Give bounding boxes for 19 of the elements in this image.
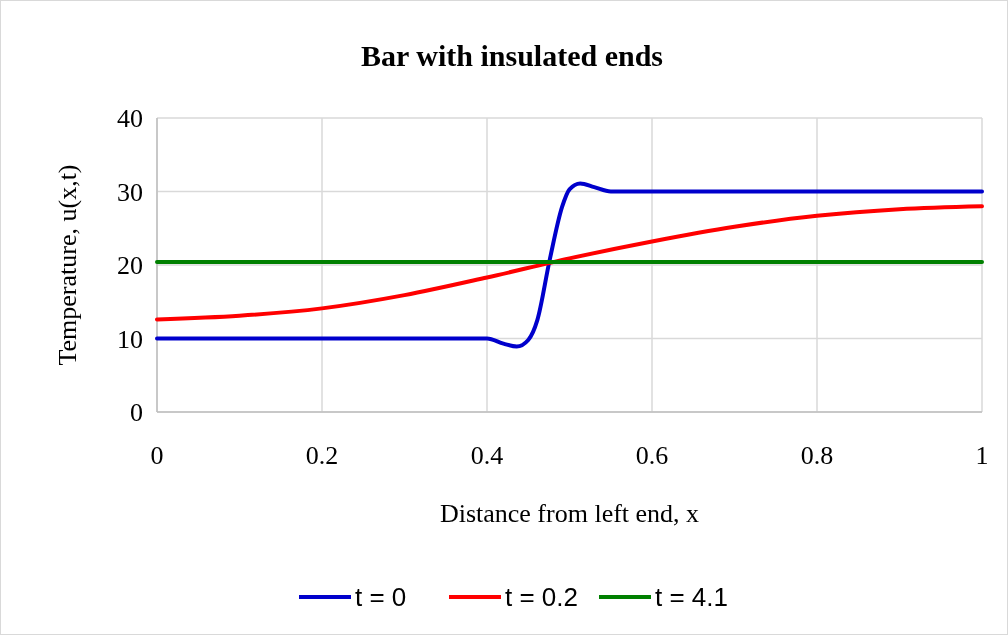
y-tick-label: 40: [117, 104, 143, 133]
x-tick-label: 0: [150, 441, 164, 470]
legend-label: t = 0: [355, 582, 407, 612]
line-series: [155, 181, 984, 349]
chart-title: Bar with insulated ends: [360, 39, 664, 72]
y-tick-label: 10: [117, 324, 143, 354]
y-tick-label: 30: [117, 177, 143, 207]
y-axis-title: Temperature, u(x,t): [53, 164, 82, 366]
x-tick-label: 0.2: [305, 441, 339, 470]
x-tick-label: 0.8: [800, 441, 834, 470]
y-tick-label: 20: [117, 251, 143, 280]
y-tick-label: 0: [130, 398, 143, 427]
x-tick-label: 0.6: [635, 441, 669, 470]
legend-label: t = 0.2: [505, 582, 578, 612]
x-tick-label: 1: [975, 441, 989, 470]
x-tick-label: 0.4: [470, 441, 504, 470]
line-series: [155, 204, 984, 322]
legend-label: t = 4.1: [655, 582, 728, 612]
x-axis-title: Distance from left end, x: [439, 499, 700, 528]
